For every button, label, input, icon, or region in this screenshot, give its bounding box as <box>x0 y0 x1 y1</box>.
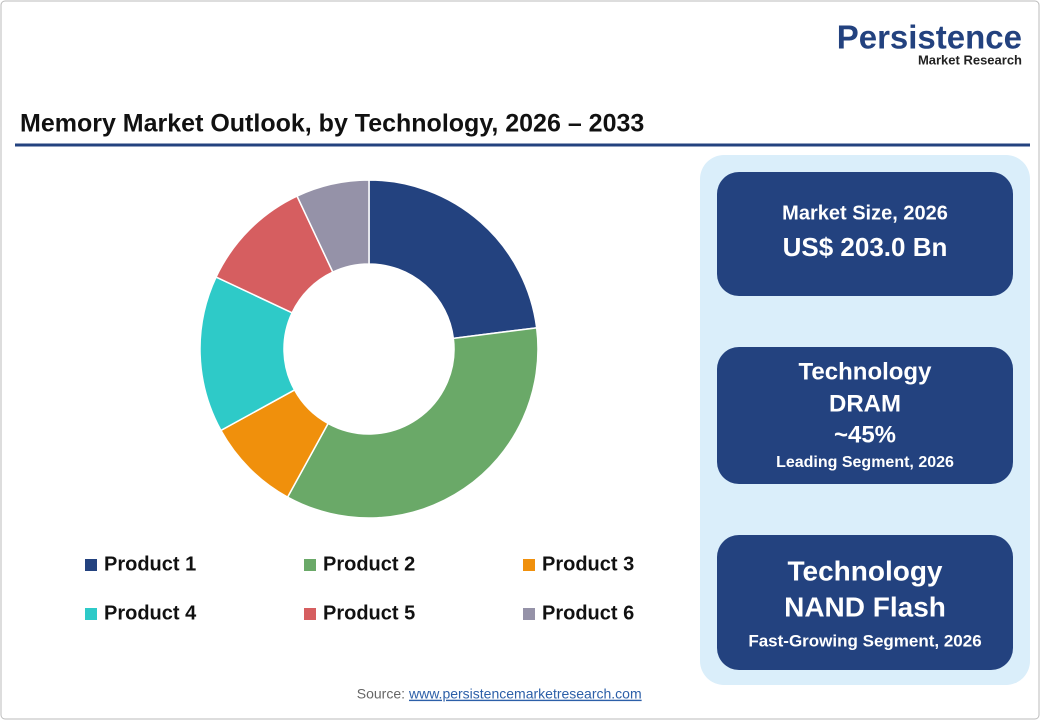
stat-label: Technology <box>787 555 942 586</box>
legend-swatch <box>304 608 316 620</box>
legend-swatch <box>304 559 316 571</box>
stat-box <box>717 172 1013 296</box>
legend-label: Product 5 <box>323 602 415 624</box>
stat-box <box>717 535 1013 670</box>
legend-swatch <box>85 559 97 571</box>
source-label: Source: <box>357 686 405 702</box>
legend-swatch <box>85 608 97 620</box>
brand: Persistence <box>837 19 1022 56</box>
stat-label: Market Size, 2026 <box>782 202 948 224</box>
stat-value: NAND Flash <box>784 591 946 622</box>
stat-box <box>717 347 1013 484</box>
donut-segment <box>286 326 539 519</box>
legend-label: Product 6 <box>542 602 634 624</box>
source-link[interactable]: www.persistencemarketresearch.com <box>408 686 642 702</box>
stat-note: Fast-Growing Segment, 2026 <box>748 631 981 650</box>
donut <box>199 179 539 519</box>
legend-label: Product 1 <box>104 553 196 575</box>
stat-value: DRAM <box>829 390 901 417</box>
donut-segment <box>368 179 538 340</box>
legend-swatch <box>523 608 535 620</box>
stat-value: ~45% <box>834 421 896 448</box>
legend-label: Product 3 <box>542 553 634 575</box>
legend-label: Product 4 <box>104 602 197 624</box>
brand-sub: Market Research <box>918 52 1022 67</box>
stat-value: US$ 203.0 Bn <box>783 232 948 262</box>
title: Memory Market Outlook, by Technology, 20… <box>20 110 644 138</box>
legend-label: Product 2 <box>323 553 415 575</box>
donut-segment <box>296 179 370 274</box>
stat-label: Technology <box>799 358 933 385</box>
stat-note: Leading Segment, 2026 <box>776 454 954 471</box>
legend-swatch <box>523 559 535 571</box>
